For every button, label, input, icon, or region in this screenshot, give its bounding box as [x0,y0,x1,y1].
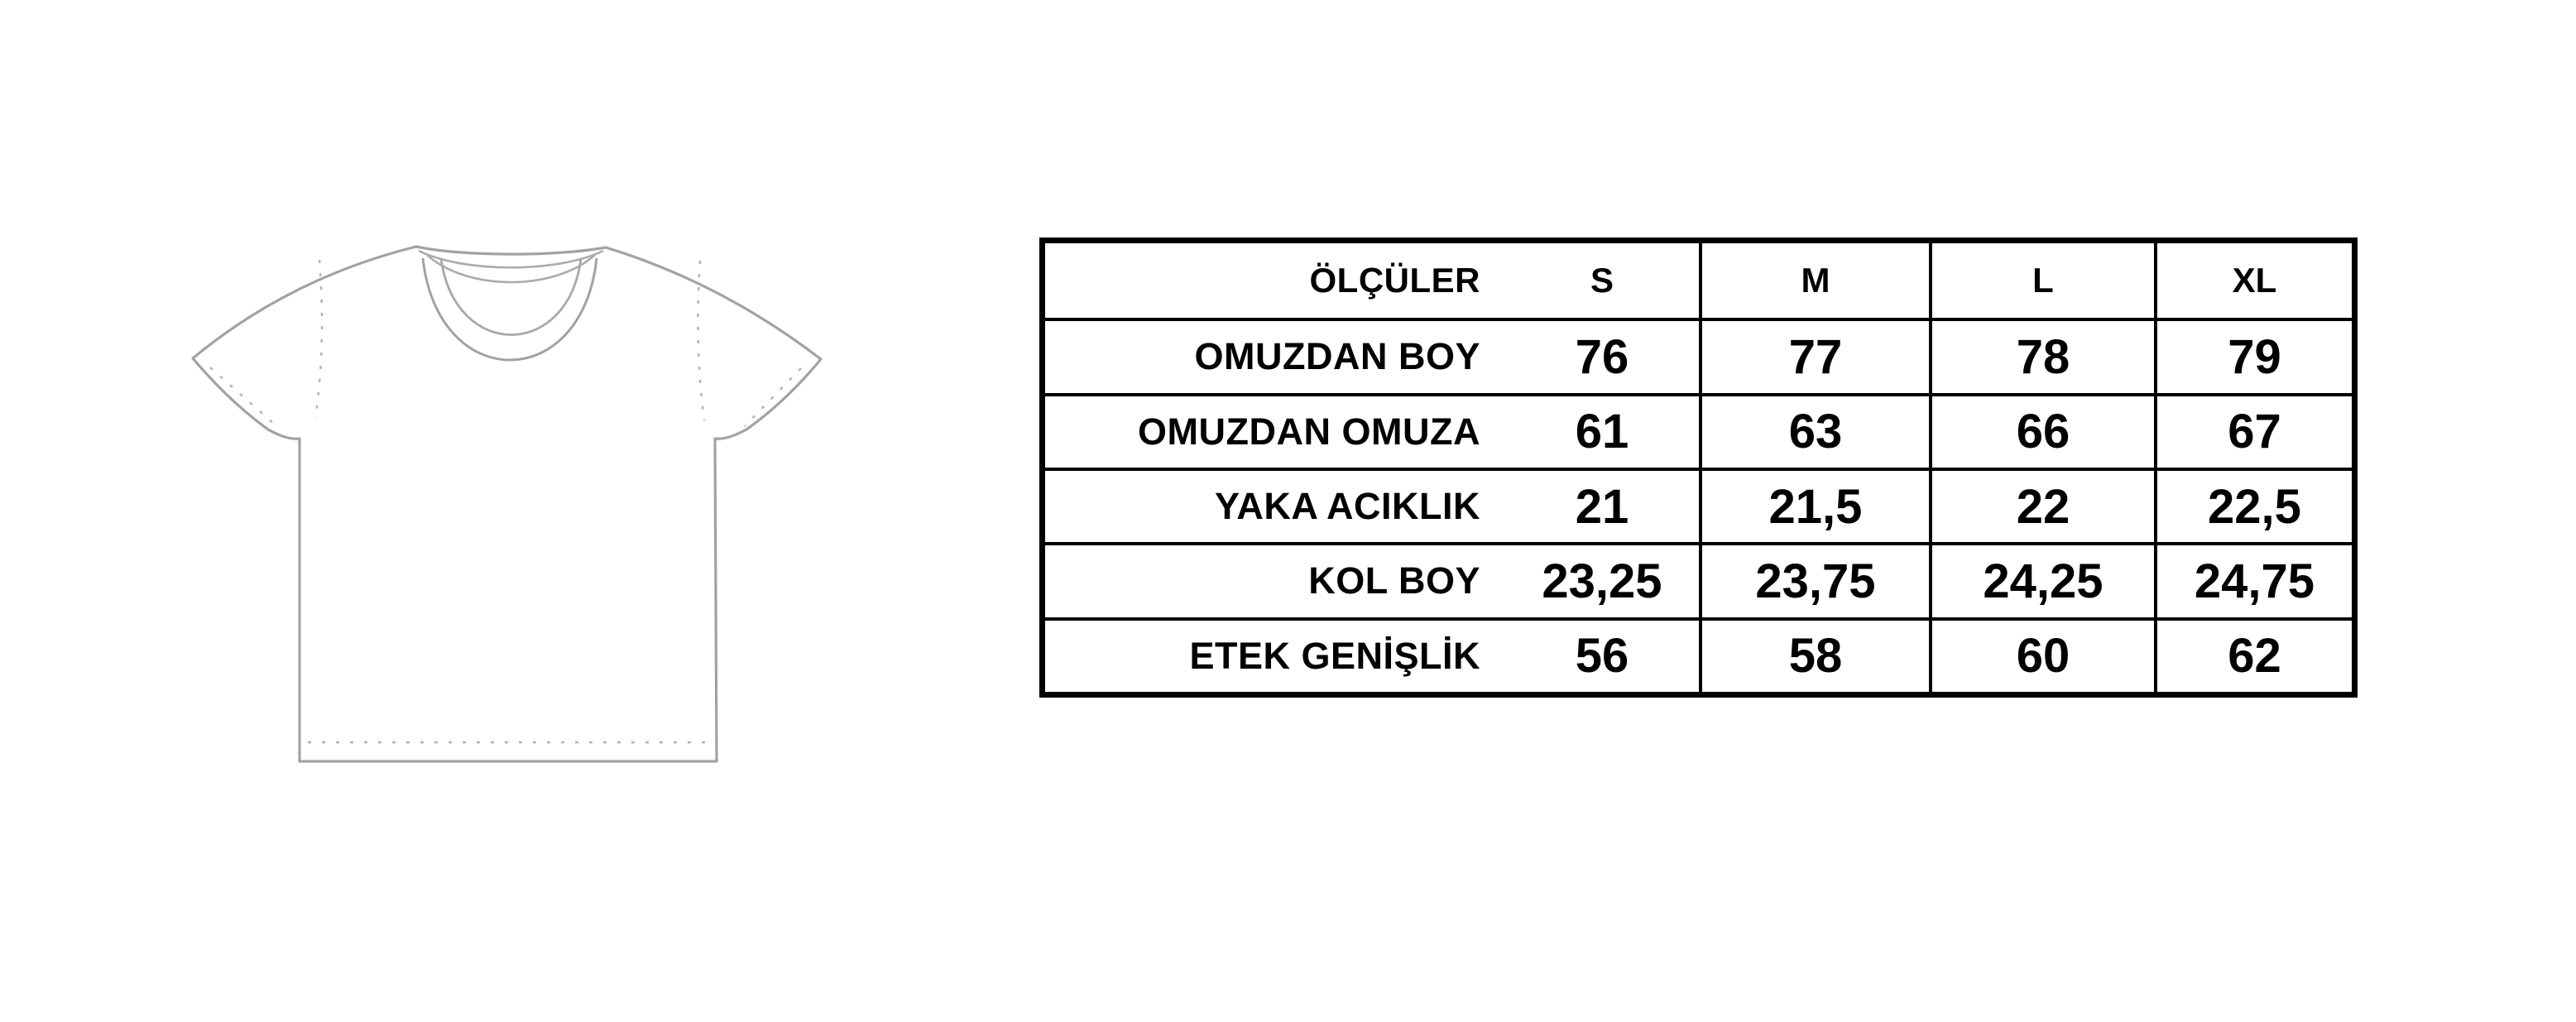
measurement-value: 22 [1929,468,2154,543]
size-header-xl: XL [2154,243,2352,319]
measurement-value: 78 [1929,318,2154,393]
measurement-value: 66 [1929,392,2154,468]
table-title: ÖLÇÜLER [1309,261,1480,300]
measurement-label: YAKA ACIKLIK [1045,468,1505,542]
measurement-value: 24,75 [2154,542,2352,617]
measurement-value: 22,5 [2154,468,2352,543]
measurement-label: OMUZDAN BOY [1045,318,1505,392]
left-armhole-seam-dashes [314,259,324,420]
tshirt-outline-icon [191,245,823,763]
measurement-label: ETEK GENİŞLİK [1045,617,1505,692]
collar-back-rib-line [426,254,596,284]
measurement-value: 24,25 [1929,542,2154,617]
measurement-value: 21 [1505,468,1699,542]
collar-back-neck-line [418,249,604,269]
right-sleeve-hem-dashes [744,367,802,427]
right-armhole-seam-dashes [697,260,706,421]
measurement-value: 63 [1699,392,1929,468]
measurement-value: 23,25 [1505,542,1699,617]
collar-outer-arc [421,257,598,362]
measurement-label: OMUZDAN OMUZA [1045,392,1505,468]
left-sleeve-hem-dashes [209,367,276,425]
measurement-value: 67 [2154,392,2352,468]
measurement-value: 23,75 [1699,542,1929,617]
measurement-value: 62 [2154,617,2352,692]
measurement-value: 21,5 [1699,468,1929,543]
measurement-value: 79 [2154,318,2352,393]
measurement-value: 77 [1699,318,1929,393]
tshirt-body-outline [191,245,823,763]
size-header-m: M [1699,243,1929,319]
size-header-s: S [1590,261,1614,300]
tshirt-diagram [165,219,852,790]
collar-inner-arc [439,258,583,336]
measurement-value: 76 [1505,318,1699,392]
measurement-value: 60 [1929,617,2154,692]
measurement-label: KOL BOY [1045,542,1505,617]
measurement-value: 58 [1699,617,1929,692]
measurement-value: 61 [1505,392,1699,468]
measurement-value: 56 [1505,617,1699,692]
size-header-l: L [1929,243,2154,319]
size-chart-table: ÖLÇÜLER S M L XL OMUZDAN BOY 76 77 78 79… [1039,238,2358,698]
